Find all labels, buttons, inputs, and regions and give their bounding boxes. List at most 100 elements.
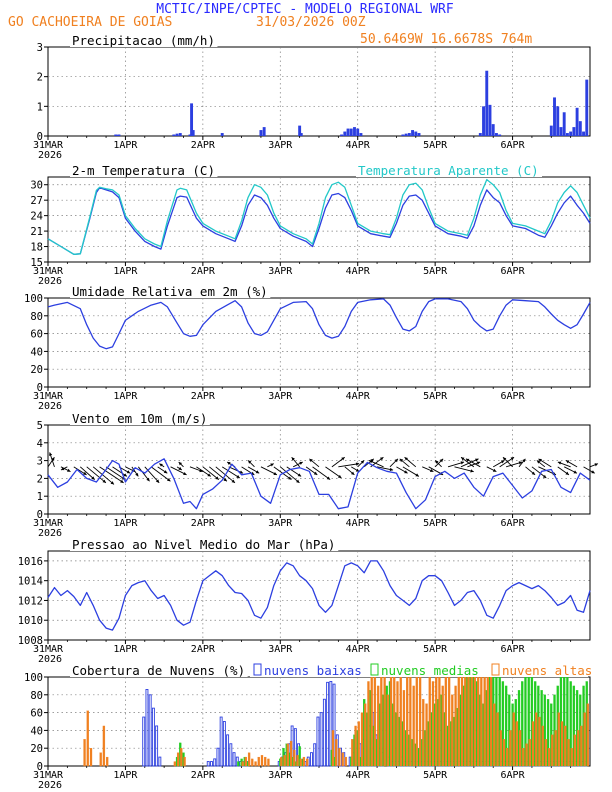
cloud-bar-nuvens-altas	[415, 676, 419, 767]
precip-bar	[407, 133, 411, 136]
precip-x-tick-label: 4APR	[346, 140, 371, 151]
precip-bar	[498, 134, 502, 136]
pressure-y-tick-label: 1010	[18, 615, 43, 627]
precip-bar	[172, 134, 176, 136]
wind-vector-head	[223, 477, 227, 482]
cloud-bar-nuvens-baixas	[232, 752, 236, 767]
precip-y-tick-label: 2	[37, 72, 43, 84]
pressure-y-tick-label: 1016	[18, 556, 43, 568]
precip-bar	[343, 131, 347, 136]
cloud-bar-nuvens-baixas	[222, 721, 226, 767]
pressure-x-tick-label: 1APR	[113, 644, 138, 655]
panel-pressure: 1008 1010 1012 1014 1016 31MAR 1APR 2APR 3APR 4AP…	[18, 537, 591, 665]
wind-y-tick-label: 4	[37, 438, 43, 450]
precip-bar	[549, 125, 553, 136]
wind-year-label: 2026	[38, 528, 62, 539]
precip-bar	[569, 131, 573, 136]
wind-vector-head	[178, 462, 183, 466]
precip-x-tick-label: 5APR	[423, 140, 448, 151]
legend-swatch	[491, 663, 500, 676]
wind-vector	[279, 466, 300, 484]
wind-vector-head	[404, 457, 409, 461]
precip-bar	[191, 130, 195, 136]
wind-vector-head	[355, 468, 360, 472]
cloud-bar-nuvens-baixas	[310, 752, 313, 767]
cloud-bar-nuvens-altas	[83, 739, 86, 767]
cloud-bar-nuvens-baixas	[316, 716, 320, 767]
cloud-bar-nuvens-altas	[241, 761, 244, 767]
legend-label: nuvens medias	[381, 663, 479, 678]
clouds-x-tick-label: 4APR	[346, 770, 371, 781]
cloud-bar-nuvens-altas	[335, 739, 338, 767]
wind-vector-head	[67, 468, 71, 472]
wind-vector-head	[476, 461, 481, 465]
wind-vector	[338, 463, 360, 468]
precip-bar	[298, 125, 302, 136]
cloud-bar-nuvens-altas	[402, 690, 406, 767]
pressure-frame	[47, 550, 591, 641]
cloud-bar-nuvens-altas	[399, 676, 402, 767]
cloud-bar-nuvens-altas	[393, 676, 396, 767]
cloud-bar-nuvens-altas	[512, 712, 515, 767]
cloud-bar-nuvens-baixas	[319, 712, 323, 767]
precip-bar	[404, 133, 408, 136]
clouds-title-backing	[70, 663, 248, 677]
precip-y-tick-label: 3	[37, 42, 43, 54]
cloud-bar-nuvens-altas	[376, 685, 380, 767]
precip-bar	[478, 133, 482, 136]
clouds-y-tick-label: 80	[30, 690, 43, 702]
cloud-bar-nuvens-altas	[509, 730, 512, 767]
wind-vector-head	[207, 473, 211, 477]
wind-vector-head	[557, 461, 562, 465]
cloud-bar-nuvens-altas	[573, 734, 577, 767]
panel-rh: 0 20 40 60 80 100 31MAR 1APR 2APR 3APR 4APR 5APR 6AP…	[24, 284, 591, 412]
wind-vector-head	[522, 458, 526, 463]
precip-title-backing	[70, 33, 218, 47]
wind-vector-head	[60, 467, 65, 471]
rh-line-0	[47, 298, 591, 350]
cloud-bar-nuvens-altas	[444, 676, 448, 767]
wind-vector-head	[475, 458, 479, 462]
wind-vector	[312, 466, 331, 480]
cloud-bar-nuvens-altas	[306, 758, 309, 767]
precip-frame	[47, 46, 591, 137]
panel-wind: 0 1 2 3 4 5 31MAR 1APR 2APR 3APR 4APR 5APR 6APR 2026 V…	[33, 411, 599, 539]
cloud-bar-nuvens-altas	[483, 676, 486, 767]
cloud-bar-nuvens-altas	[389, 676, 393, 767]
wind-x-tick-label: 31MAR	[33, 518, 64, 529]
wind-vector-head	[83, 471, 87, 475]
cloud-bar-nuvens-altas	[547, 748, 551, 767]
wind-line-0	[47, 458, 591, 510]
wind-vector-head	[404, 470, 408, 474]
pressure-x-tick-label: 4APR	[346, 644, 371, 655]
wind-vector-head	[341, 457, 345, 461]
cloud-bar-nuvens-altas	[467, 676, 470, 767]
cloud-bar-nuvens-altas	[260, 755, 264, 767]
precip-year-label: 2026	[38, 150, 62, 161]
wind-vector-head	[166, 478, 171, 482]
wind-vector-head	[215, 476, 219, 480]
cloud-bar-nuvens-altas	[544, 739, 548, 767]
cloud-bar-nuvens-altas	[518, 730, 522, 767]
run-date-label: 31/03/2026 00Z	[256, 15, 366, 30]
cloud-bar-nuvens-altas	[431, 681, 435, 767]
precip-bar	[220, 133, 224, 136]
legend-label: nuvens altas	[502, 663, 592, 678]
legend-label: nuvens baixas	[264, 663, 362, 678]
cloud-bar-nuvens-altas	[354, 725, 357, 767]
wind-vector-head	[273, 471, 277, 475]
precip-bar	[553, 97, 556, 136]
wind-vector-head	[287, 476, 292, 480]
rh-year-label: 2026	[38, 401, 62, 412]
cloud-bar-nuvens-altas	[267, 758, 270, 767]
rh-y-tick-label: 0	[37, 382, 43, 394]
rh-y-tick-label: 20	[30, 364, 43, 376]
wind-vector-head	[126, 470, 131, 474]
precip-x-tick-label: 1APR	[113, 140, 138, 151]
cloud-bar-nuvens-baixas	[219, 716, 223, 767]
precip-bar	[582, 131, 585, 136]
wind-x-tick-label: 2APR	[191, 518, 216, 529]
cloud-bar-nuvens-altas	[438, 676, 441, 767]
wind-vector-head	[355, 462, 360, 466]
wind-vector	[144, 466, 160, 484]
